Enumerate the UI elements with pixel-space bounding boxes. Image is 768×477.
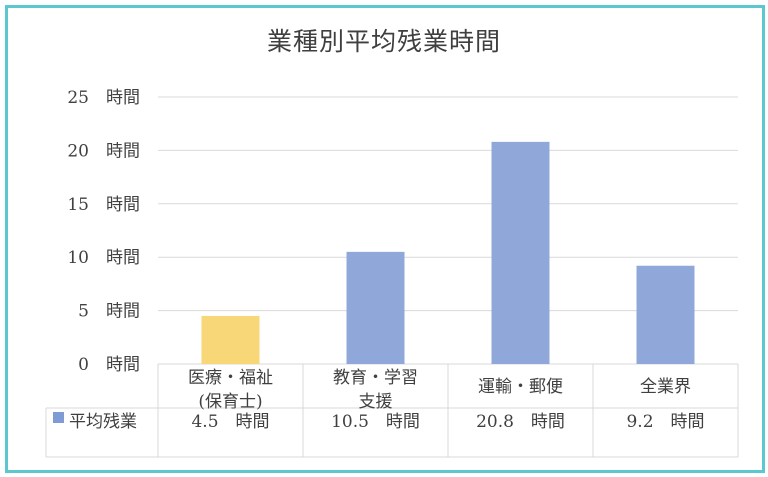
bar bbox=[201, 315, 260, 364]
y-tick-label: 0 時間 bbox=[78, 355, 140, 375]
category-label: 支援 bbox=[359, 392, 393, 412]
data-value-label: 9.2 時間 bbox=[626, 412, 704, 432]
y-tick-label: 20 時間 bbox=[67, 141, 140, 161]
chart-frame bbox=[5, 5, 765, 473]
y-tick-label: 25 時間 bbox=[67, 88, 140, 108]
category-label: 教育・学習 bbox=[333, 368, 418, 388]
data-value-label: 10.5 時間 bbox=[331, 412, 420, 432]
bar bbox=[346, 251, 405, 364]
category-label: 全業界 bbox=[640, 377, 691, 397]
category-label: 運輸・郵便 bbox=[478, 377, 563, 397]
y-tick-label: 10 時間 bbox=[67, 248, 140, 268]
series-name: 平均残業 bbox=[69, 412, 137, 432]
data-value-label: 20.8 時間 bbox=[476, 412, 565, 432]
category-label: (保育士) bbox=[198, 392, 262, 412]
legend-key bbox=[53, 412, 64, 423]
bar bbox=[491, 141, 550, 364]
chart-title: 業種別平均残業時間 bbox=[266, 27, 501, 56]
category-label: 医療・福祉 bbox=[188, 368, 273, 388]
y-tick-label: 5 時間 bbox=[78, 302, 140, 322]
data-value-label: 4.5 時間 bbox=[191, 412, 269, 432]
y-tick-label: 15 時間 bbox=[67, 195, 140, 215]
bar bbox=[636, 265, 695, 364]
